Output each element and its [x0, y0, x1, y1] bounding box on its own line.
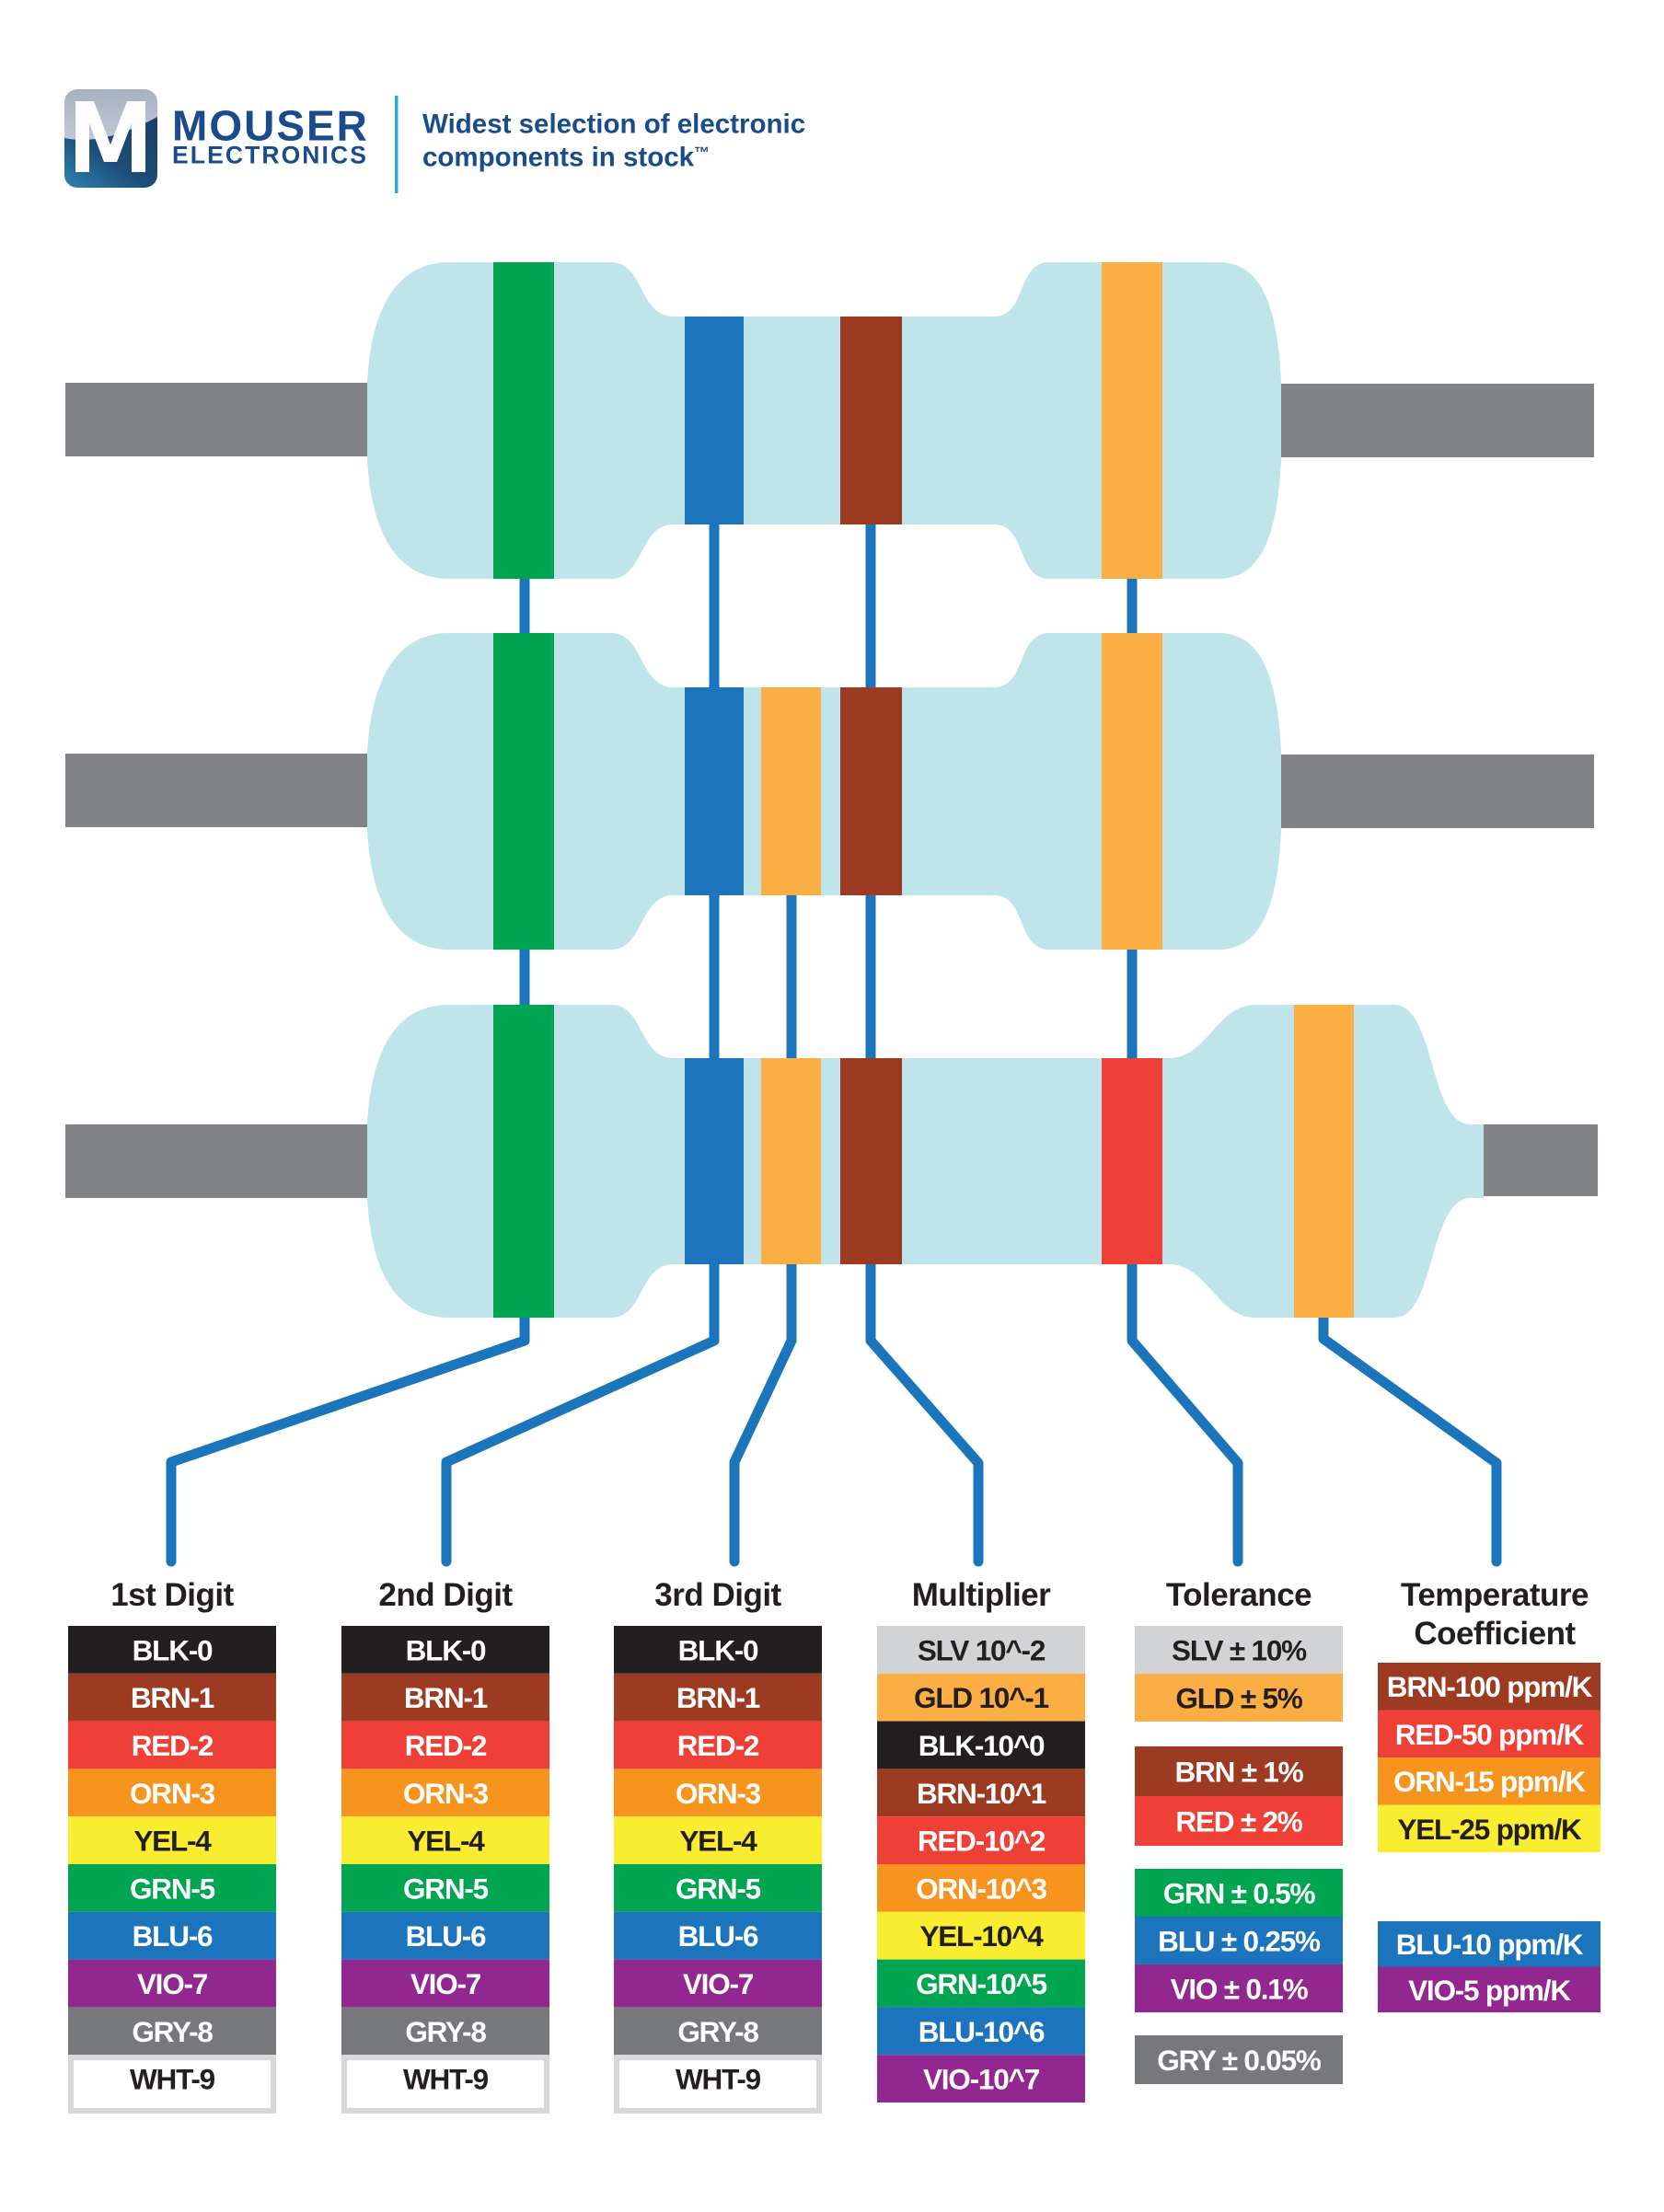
svg-text:ORN-15 ppm/K: ORN-15 ppm/K	[1393, 1765, 1586, 1798]
svg-text:BLU-10^6: BLU-10^6	[919, 2015, 1045, 2048]
svg-text:GRN-5: GRN-5	[403, 1872, 489, 1905]
svg-text:GRY ± 0.05%: GRY ± 0.05%	[1157, 2044, 1322, 2077]
svg-text:YEL-10^4: YEL-10^4	[919, 1919, 1044, 1953]
svg-text:Widest selection of electronic: Widest selection of electronic	[422, 109, 805, 140]
svg-text:Multiplier: Multiplier	[912, 1577, 1051, 1613]
svg-text:2nd Digit: 2nd Digit	[378, 1577, 513, 1613]
svg-text:ORN-3: ORN-3	[130, 1777, 215, 1810]
svg-text:3rd Digit: 3rd Digit	[654, 1577, 781, 1613]
svg-text:VIO-7: VIO-7	[683, 1967, 754, 2000]
svg-text:WHT-9: WHT-9	[403, 2063, 489, 2096]
svg-text:BLK-0: BLK-0	[406, 1633, 486, 1666]
svg-text:BLK-0: BLK-0	[678, 1633, 758, 1666]
svg-text:RED ± 2%: RED ± 2%	[1175, 1805, 1302, 1838]
svg-text:GRY-8: GRY-8	[132, 2015, 213, 2048]
svg-text:BLK-0: BLK-0	[133, 1633, 213, 1666]
svg-text:BRN ± 1%: BRN ± 1%	[1175, 1756, 1304, 1789]
svg-text:GRN-10^5: GRN-10^5	[916, 1967, 1047, 2000]
svg-text:RED-50 ppm/K: RED-50 ppm/K	[1395, 1718, 1585, 1751]
svg-text:GLD ± 5%: GLD ± 5%	[1175, 1682, 1302, 1715]
svg-text:components in stock™: components in stock™	[422, 143, 710, 173]
svg-text:YEL-25 ppm/K: YEL-25 ppm/K	[1397, 1813, 1582, 1846]
svg-text:YEL-4: YEL-4	[679, 1825, 757, 1858]
svg-text:BRN-100 ppm/K: BRN-100 ppm/K	[1387, 1670, 1593, 1703]
svg-text:GRN-5: GRN-5	[130, 1872, 215, 1905]
svg-text:GLD 10^-1: GLD 10^-1	[914, 1681, 1049, 1714]
svg-text:SLV 10^-2: SLV 10^-2	[918, 1633, 1046, 1666]
svg-text:ORN-3: ORN-3	[403, 1777, 489, 1810]
svg-text:GRN-5: GRN-5	[676, 1872, 761, 1905]
svg-text:GRN ± 0.5%: GRN ± 0.5%	[1163, 1877, 1316, 1910]
svg-text:BLU ± 0.25%: BLU ± 0.25%	[1158, 1925, 1321, 1958]
svg-text:1st Digit: 1st Digit	[110, 1577, 234, 1613]
svg-text:Coefficient: Coefficient	[1414, 1616, 1576, 1652]
svg-text:ORN-10^3: ORN-10^3	[916, 1872, 1047, 1905]
svg-text:BRN-10^1: BRN-10^1	[917, 1777, 1046, 1810]
svg-text:SLV ± 10%: SLV ± 10%	[1172, 1634, 1307, 1667]
svg-text:VIO-7: VIO-7	[410, 1967, 481, 2000]
svg-text:RED-2: RED-2	[132, 1729, 214, 1762]
svg-text:BRN-1: BRN-1	[404, 1681, 488, 1714]
svg-text:VIO-5 ppm/K: VIO-5 ppm/K	[1408, 1974, 1571, 2007]
svg-text:YEL-4: YEL-4	[407, 1825, 485, 1858]
svg-text:BLU-10 ppm/K: BLU-10 ppm/K	[1396, 1928, 1584, 1961]
svg-text:Temperature: Temperature	[1401, 1577, 1589, 1613]
svg-text:GRY-8: GRY-8	[405, 2015, 486, 2048]
svg-text:WHT-9: WHT-9	[130, 2063, 215, 2096]
svg-text:GRY-8: GRY-8	[677, 2015, 758, 2048]
svg-text:BLU-6: BLU-6	[678, 1919, 758, 1953]
svg-text:ELECTRONICS: ELECTRONICS	[172, 142, 368, 169]
svg-text:RED-2: RED-2	[405, 1729, 487, 1762]
svg-text:ORN-3: ORN-3	[676, 1777, 761, 1810]
svg-text:RED-2: RED-2	[677, 1729, 759, 1762]
svg-text:BLU-6: BLU-6	[406, 1919, 486, 1953]
svg-text:WHT-9: WHT-9	[676, 2063, 761, 2096]
svg-text:YEL-4: YEL-4	[133, 1825, 212, 1858]
svg-text:VIO-10^7: VIO-10^7	[923, 2063, 1040, 2096]
svg-text:BLU-6: BLU-6	[133, 1919, 213, 1953]
svg-text:Tolerance: Tolerance	[1166, 1577, 1312, 1613]
svg-text:BRN-1: BRN-1	[676, 1681, 760, 1714]
svg-text:MOUSER: MOUSER	[172, 102, 369, 150]
svg-text:BRN-1: BRN-1	[131, 1681, 214, 1714]
svg-text:VIO-7: VIO-7	[137, 1967, 208, 2000]
svg-text:BLK-10^0: BLK-10^0	[919, 1729, 1045, 1762]
svg-text:VIO ± 0.1%: VIO ± 0.1%	[1171, 1973, 1309, 2006]
svg-text:RED-10^2: RED-10^2	[918, 1825, 1046, 1858]
